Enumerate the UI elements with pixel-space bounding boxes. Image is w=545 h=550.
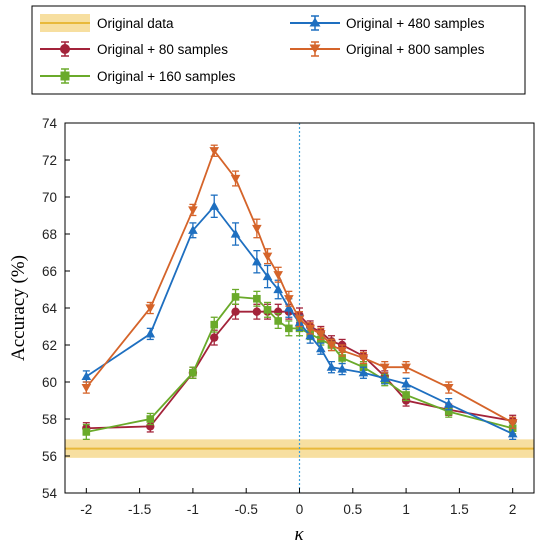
data-point (210, 333, 219, 342)
y-tick-label: 66 (42, 264, 57, 279)
data-point (252, 256, 262, 266)
data-point (379, 373, 390, 382)
data-point (401, 363, 411, 373)
data-point (507, 419, 518, 428)
legend: Original data Original + 80 samples Orig… (31, 5, 526, 95)
legend-label-800: Original + 800 samples (346, 42, 485, 57)
reference-layer (65, 123, 534, 493)
axes-layer: -2 -1.5 -1 -0.5 0 0.5 1 1.5 2 54 56 58 60 62 64 66 68 70 7… (42, 116, 516, 517)
data-point (81, 371, 92, 381)
legend-swatch-marker-160 (60, 71, 70, 81)
data-point (305, 324, 315, 334)
data-point (402, 391, 410, 399)
y-tick-label: 54 (42, 486, 58, 501)
data-point (209, 201, 220, 210)
y-tick-label: 72 (42, 153, 57, 168)
legend-entry-160: Original + 160 samples (40, 68, 236, 84)
legend-label-original-data: Original data (97, 16, 174, 31)
data-point (507, 428, 518, 438)
data-point (262, 271, 273, 281)
legend-label-160: Original + 160 samples (97, 69, 236, 84)
data-point (337, 346, 347, 356)
data-point (273, 271, 283, 280)
y-tick-label: 56 (42, 449, 57, 464)
data-point (145, 328, 156, 338)
x-tick-label: -0.5 (235, 502, 258, 517)
x-tick-label: -2 (80, 502, 92, 517)
data-point (188, 206, 198, 215)
data-point (273, 284, 283, 294)
data-point (443, 399, 454, 408)
series-3 (81, 144, 518, 429)
data-point (401, 378, 411, 388)
data-point (285, 324, 293, 333)
legend-entry-original-data: Original data (40, 14, 174, 32)
y-tick-label: 62 (42, 338, 57, 353)
x-tick-label: 2 (509, 502, 517, 517)
x-tick-label: 1.5 (450, 502, 469, 517)
data-point (209, 147, 220, 156)
x-tick-label: -1.5 (128, 502, 151, 517)
data-point (326, 341, 337, 350)
data-point (252, 307, 262, 316)
legend-label-80: Original + 80 samples (97, 42, 228, 57)
data-point (284, 303, 294, 312)
x-axis-title: κ (294, 524, 304, 545)
legend-entry-80: Original + 80 samples (40, 41, 228, 57)
y-tick-label: 74 (42, 116, 58, 131)
data-point (274, 317, 282, 325)
data-point (379, 363, 390, 373)
data-point (316, 343, 326, 353)
legend-entry-480: Original + 480 samples (290, 15, 485, 31)
data-point (81, 383, 92, 393)
data-point (252, 224, 262, 234)
y-tick-label: 70 (42, 190, 57, 205)
y-tick-label: 58 (42, 412, 57, 427)
data-point (231, 293, 240, 301)
x-tick-label: 1 (402, 502, 410, 517)
data-point (305, 330, 315, 340)
y-axis-title: Accuracy (%) (8, 255, 29, 361)
x-tick-label: 0 (296, 502, 304, 517)
series-layer (81, 144, 518, 441)
legend-box (31, 5, 526, 95)
data-point (230, 174, 241, 184)
data-point (188, 225, 198, 234)
y-tick-label: 68 (42, 227, 57, 242)
data-point (231, 307, 240, 316)
data-point (189, 368, 197, 377)
data-point (316, 330, 326, 339)
data-point (82, 428, 91, 436)
data-point (337, 364, 347, 373)
data-point (294, 315, 305, 325)
data-point (146, 415, 155, 423)
data-point (263, 306, 272, 314)
legend-entry-800: Original + 800 samples (290, 41, 485, 57)
data-point (358, 367, 369, 377)
x-tick-label: -1 (187, 502, 199, 517)
data-point (253, 294, 261, 303)
data-point (284, 295, 294, 304)
data-point (230, 229, 241, 238)
data-point (444, 407, 453, 416)
data-point (326, 362, 337, 371)
legend-swatch-marker-480 (309, 17, 321, 27)
data-point (262, 252, 273, 262)
x-tick-label: 0.5 (343, 502, 362, 517)
data-point (358, 354, 369, 363)
data-point (145, 304, 156, 313)
data-point (210, 320, 219, 329)
data-point (338, 354, 346, 362)
y-tick-label: 64 (42, 301, 58, 316)
legend-label-480: Original + 480 samples (346, 16, 485, 31)
data-point (443, 383, 454, 393)
legend-swatch-marker-800 (309, 44, 321, 54)
legend-swatch-marker-80 (60, 44, 70, 54)
y-tick-label: 60 (42, 375, 57, 390)
